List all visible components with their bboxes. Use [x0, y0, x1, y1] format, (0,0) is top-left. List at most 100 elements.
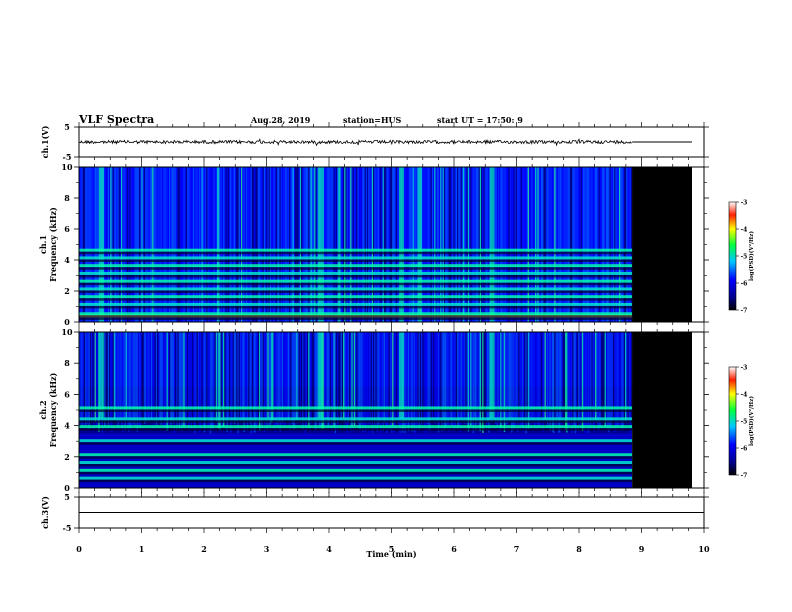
spectral-streak	[301, 167, 303, 322]
spectral-streak	[460, 167, 462, 322]
spectral-streak	[583, 332, 585, 431]
spectral-streak	[227, 332, 230, 418]
spectral-streak	[627, 167, 629, 322]
spectral-streak	[297, 332, 299, 419]
spectral-streak	[190, 167, 192, 322]
spectral-streak	[434, 332, 436, 424]
colorbar-tick-label: -4	[741, 392, 748, 399]
spectral-streak	[555, 167, 557, 322]
spectral-streak	[419, 167, 422, 322]
spectral-streak	[83, 332, 86, 420]
spectral-streak	[616, 332, 618, 428]
spectral-streak	[275, 332, 278, 425]
spectral-streak	[262, 167, 264, 322]
spectral-streak	[488, 332, 490, 433]
spectral-streak	[283, 332, 285, 426]
spectral-streak	[196, 167, 198, 322]
spectral-streak	[392, 167, 394, 322]
spectral-streak	[310, 167, 312, 322]
y-tick-label: 5	[64, 492, 70, 502]
spectral-streak	[345, 332, 347, 431]
colorbar	[728, 366, 737, 476]
spectral-streak	[556, 332, 558, 419]
spectral-streak	[175, 167, 177, 322]
spectral-streak	[561, 167, 563, 322]
spectral-streak	[86, 332, 88, 425]
spectral-streak	[581, 332, 584, 432]
spectral-streak	[595, 332, 597, 421]
spectral-streak	[245, 167, 248, 322]
spectral-streak	[427, 167, 429, 322]
spectral-streak	[355, 167, 357, 322]
spectral-streak	[429, 167, 431, 322]
spectral-streak	[215, 167, 218, 322]
spectral-streak	[244, 167, 246, 322]
spectral-streak	[292, 167, 294, 322]
spectral-streak	[388, 167, 390, 322]
spectral-streak	[459, 332, 461, 432]
spectral-streak	[461, 332, 464, 424]
spectral-streak	[338, 332, 340, 433]
colorbar-tick-label: -6	[741, 446, 748, 453]
spectral-streak	[287, 167, 290, 322]
spectral-streak	[193, 332, 195, 424]
frequency-band	[79, 439, 633, 443]
spectral-streak	[471, 332, 473, 427]
spectral-streak	[225, 332, 227, 423]
spectral-streak	[113, 167, 116, 322]
spectral-streak	[202, 167, 204, 322]
spectral-streak	[370, 167, 372, 322]
spectral-streak	[123, 332, 125, 420]
spectral-streak	[373, 332, 375, 426]
spectral-streak	[453, 332, 455, 431]
spectral-streak	[291, 332, 293, 425]
y-tick-label: 8	[64, 193, 70, 203]
spectral-streak	[87, 167, 89, 322]
spectral-streak	[425, 167, 428, 322]
spectral-streak	[393, 332, 395, 433]
spectral-streak	[172, 167, 174, 322]
spectral-streak	[567, 167, 569, 322]
spectral-streak	[274, 167, 276, 322]
spectral-streak	[232, 332, 234, 433]
spectral-streak	[478, 332, 480, 432]
spectral-streak	[524, 332, 526, 431]
spectral-streak	[215, 332, 218, 422]
spectral-streak	[580, 167, 582, 322]
spectral-streak	[314, 167, 316, 322]
spectral-streak	[520, 167, 522, 322]
spectral-streak	[554, 167, 556, 322]
spectral-streak	[334, 167, 336, 322]
spectral-streak	[527, 167, 530, 322]
spectral-streak	[159, 332, 161, 420]
spectral-streak	[607, 332, 609, 429]
frequency-band-gap	[79, 290, 633, 293]
spectral-streak	[404, 332, 406, 434]
spectral-streak	[421, 167, 423, 322]
spectral-streak	[536, 332, 538, 424]
spectral-streak	[230, 167, 232, 322]
x-tick-label: 9	[639, 544, 645, 554]
frequency-band	[79, 248, 633, 252]
spectral-streak	[569, 332, 572, 418]
frequency-band	[79, 468, 633, 472]
spectral-streak	[529, 332, 531, 421]
spectral-streak	[241, 167, 243, 322]
spectral-streak	[431, 332, 434, 420]
spectral-streak	[82, 332, 84, 426]
spectral-streak	[177, 332, 179, 434]
spectral-streak	[515, 167, 518, 322]
spectral-streak	[472, 332, 474, 434]
spectral-streak	[133, 167, 135, 322]
y-axis-label: ch.1(V)	[40, 125, 50, 158]
spectral-streak	[159, 167, 161, 322]
spectral-streak	[278, 167, 280, 322]
spectral-streak	[413, 332, 416, 433]
spectral-streak	[119, 332, 122, 421]
spectral-streak	[529, 167, 531, 322]
spectral-streak	[260, 167, 262, 322]
spectral-streak	[429, 332, 431, 431]
spectral-streak	[441, 167, 443, 322]
spectral-streak	[131, 167, 134, 322]
spectral-streak	[445, 332, 447, 428]
